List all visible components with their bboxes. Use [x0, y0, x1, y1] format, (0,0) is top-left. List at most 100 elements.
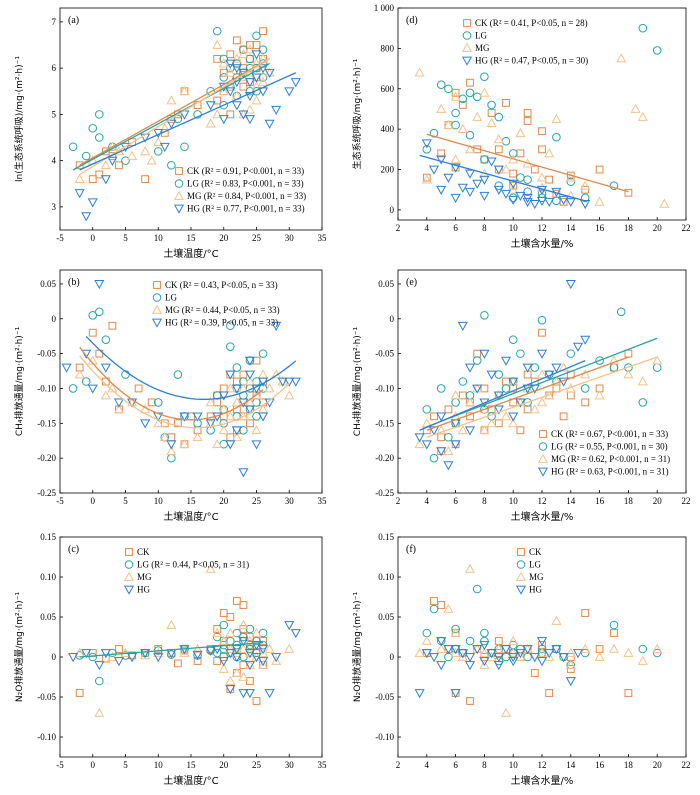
data-point: [515, 191, 526, 202]
data-point: [464, 426, 476, 436]
panel-d: 2 4 6 8 10 12 14 16 18 20 22 0 200 400 600 800 1 000 土壤含水…: [351, 3, 691, 250]
data-point: [509, 181, 518, 190]
data-point: [81, 151, 91, 161]
x-tick-label: 8: [482, 760, 487, 770]
data-point: [212, 438, 223, 449]
data-point: [219, 653, 228, 661]
legend-marker: [125, 548, 133, 556]
legend-marker: [152, 293, 162, 302]
data-point: [421, 635, 432, 645]
data-point: [140, 650, 151, 660]
data-point: [565, 172, 576, 182]
data-point: [232, 36, 241, 45]
data-point: [100, 175, 111, 185]
data-point: [205, 101, 216, 111]
data-point: [443, 119, 454, 130]
data-point: [225, 383, 236, 393]
data-point: [559, 412, 568, 421]
legend-marker: [538, 442, 548, 451]
data-point: [436, 661, 447, 671]
legend-entry: MG: [137, 572, 152, 582]
data-point: [225, 67, 236, 77]
data-point: [422, 628, 432, 638]
data-point: [264, 68, 275, 78]
data-point: [529, 199, 540, 210]
data-point: [480, 384, 489, 393]
y-tick-label: 0: [390, 314, 395, 324]
data-point: [422, 173, 431, 182]
data-point: [436, 412, 447, 422]
data-point: [544, 197, 555, 208]
x-tick-label: 25: [252, 496, 262, 506]
x-tick-label: 12: [538, 496, 547, 506]
data-point: [486, 370, 497, 380]
data-point: [226, 342, 235, 351]
y-tick-label: -0.10: [37, 732, 56, 742]
legend-entry: MG: [529, 572, 544, 582]
data-point: [487, 100, 496, 110]
data-point: [500, 411, 512, 421]
legend-entry: LG: [475, 31, 487, 41]
data-point: [536, 647, 548, 657]
panel-label: (d): [406, 15, 418, 26]
data-point: [245, 54, 255, 64]
data-point: [179, 438, 190, 449]
data-point: [414, 689, 425, 699]
x-tick-label: 2: [396, 223, 401, 233]
y-axis-label: CH₄排放通量/mg·(m²·h)⁻¹: [13, 326, 25, 436]
data-point: [551, 615, 562, 625]
data-point: [458, 377, 468, 386]
data-point: [264, 689, 275, 699]
legend: CK (R² = 0.67, P<0.001, n = 33) LG (R² = …: [537, 429, 670, 477]
data-point: [140, 146, 151, 156]
data-point: [140, 419, 151, 429]
data-point: [212, 109, 223, 119]
data-point: [113, 657, 124, 667]
data-point: [436, 155, 447, 165]
data-point: [480, 653, 489, 661]
legend-entry: MG (R² = 0.84, P<0.001, n = 33): [187, 191, 306, 201]
data-point: [530, 363, 540, 372]
legend-entry: MG: [475, 43, 490, 53]
data-point: [225, 59, 236, 69]
x-tick-label: 5: [123, 233, 128, 243]
data-point: [205, 563, 216, 573]
data-point: [558, 195, 569, 206]
data-point: [500, 189, 512, 199]
data-point: [594, 196, 605, 206]
x-tick-label: 0: [91, 233, 96, 243]
data-point: [609, 620, 619, 630]
data-point: [608, 643, 620, 653]
data-point: [472, 584, 482, 594]
data-point: [244, 370, 255, 380]
data-point: [212, 627, 223, 637]
data-point: [502, 98, 510, 107]
data-point: [251, 384, 262, 394]
x-tick-label: -5: [56, 760, 64, 770]
data-point: [522, 363, 533, 373]
data-point: [166, 440, 177, 450]
x-tick-label: 25: [252, 233, 262, 243]
data-point: [239, 632, 248, 642]
data-point: [429, 128, 439, 138]
data-point: [95, 133, 104, 142]
data-point: [252, 31, 261, 41]
data-point: [74, 189, 85, 199]
data-point: [238, 643, 249, 653]
x-tick-label: 10: [509, 496, 519, 506]
legend-marker: [124, 560, 134, 569]
panel-label: (e): [406, 277, 417, 288]
data-point: [638, 644, 648, 654]
data-point: [523, 109, 532, 117]
data-point: [457, 425, 468, 435]
data-point: [493, 185, 504, 195]
data-point: [609, 363, 619, 372]
x-tick-label: 16: [595, 760, 605, 770]
data-point: [501, 652, 511, 662]
data-point: [101, 147, 110, 156]
data-point: [264, 643, 275, 653]
data-point: [88, 652, 98, 662]
y-tick-label: 0.15: [40, 532, 56, 542]
data-point: [141, 175, 150, 184]
data-point: [624, 349, 633, 358]
